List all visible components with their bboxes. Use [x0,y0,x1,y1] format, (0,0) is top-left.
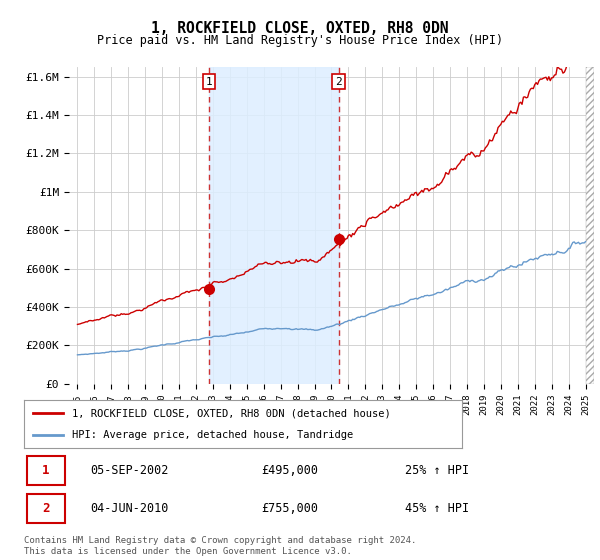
Text: £495,000: £495,000 [262,464,319,477]
Text: Price paid vs. HM Land Registry's House Price Index (HPI): Price paid vs. HM Land Registry's House … [97,34,503,46]
Text: HPI: Average price, detached house, Tandridge: HPI: Average price, detached house, Tand… [72,430,353,440]
Text: 1: 1 [43,464,50,477]
Text: £755,000: £755,000 [262,502,319,515]
FancyBboxPatch shape [27,456,65,484]
Text: Contains HM Land Registry data © Crown copyright and database right 2024.
This d: Contains HM Land Registry data © Crown c… [24,536,416,556]
Text: 05-SEP-2002: 05-SEP-2002 [90,464,169,477]
Text: 1, ROCKFIELD CLOSE, OXTED, RH8 0DN: 1, ROCKFIELD CLOSE, OXTED, RH8 0DN [151,21,449,36]
Text: 25% ↑ HPI: 25% ↑ HPI [405,464,469,477]
Bar [209,67,338,384]
FancyBboxPatch shape [27,494,65,523]
Text: 1, ROCKFIELD CLOSE, OXTED, RH8 0DN (detached house): 1, ROCKFIELD CLOSE, OXTED, RH8 0DN (deta… [72,408,391,418]
Text: 45% ↑ HPI: 45% ↑ HPI [405,502,469,515]
Text: 04-JUN-2010: 04-JUN-2010 [90,502,169,515]
Text: 2: 2 [335,77,342,87]
Text: 2: 2 [43,502,50,515]
Text: 1: 1 [205,77,212,87]
